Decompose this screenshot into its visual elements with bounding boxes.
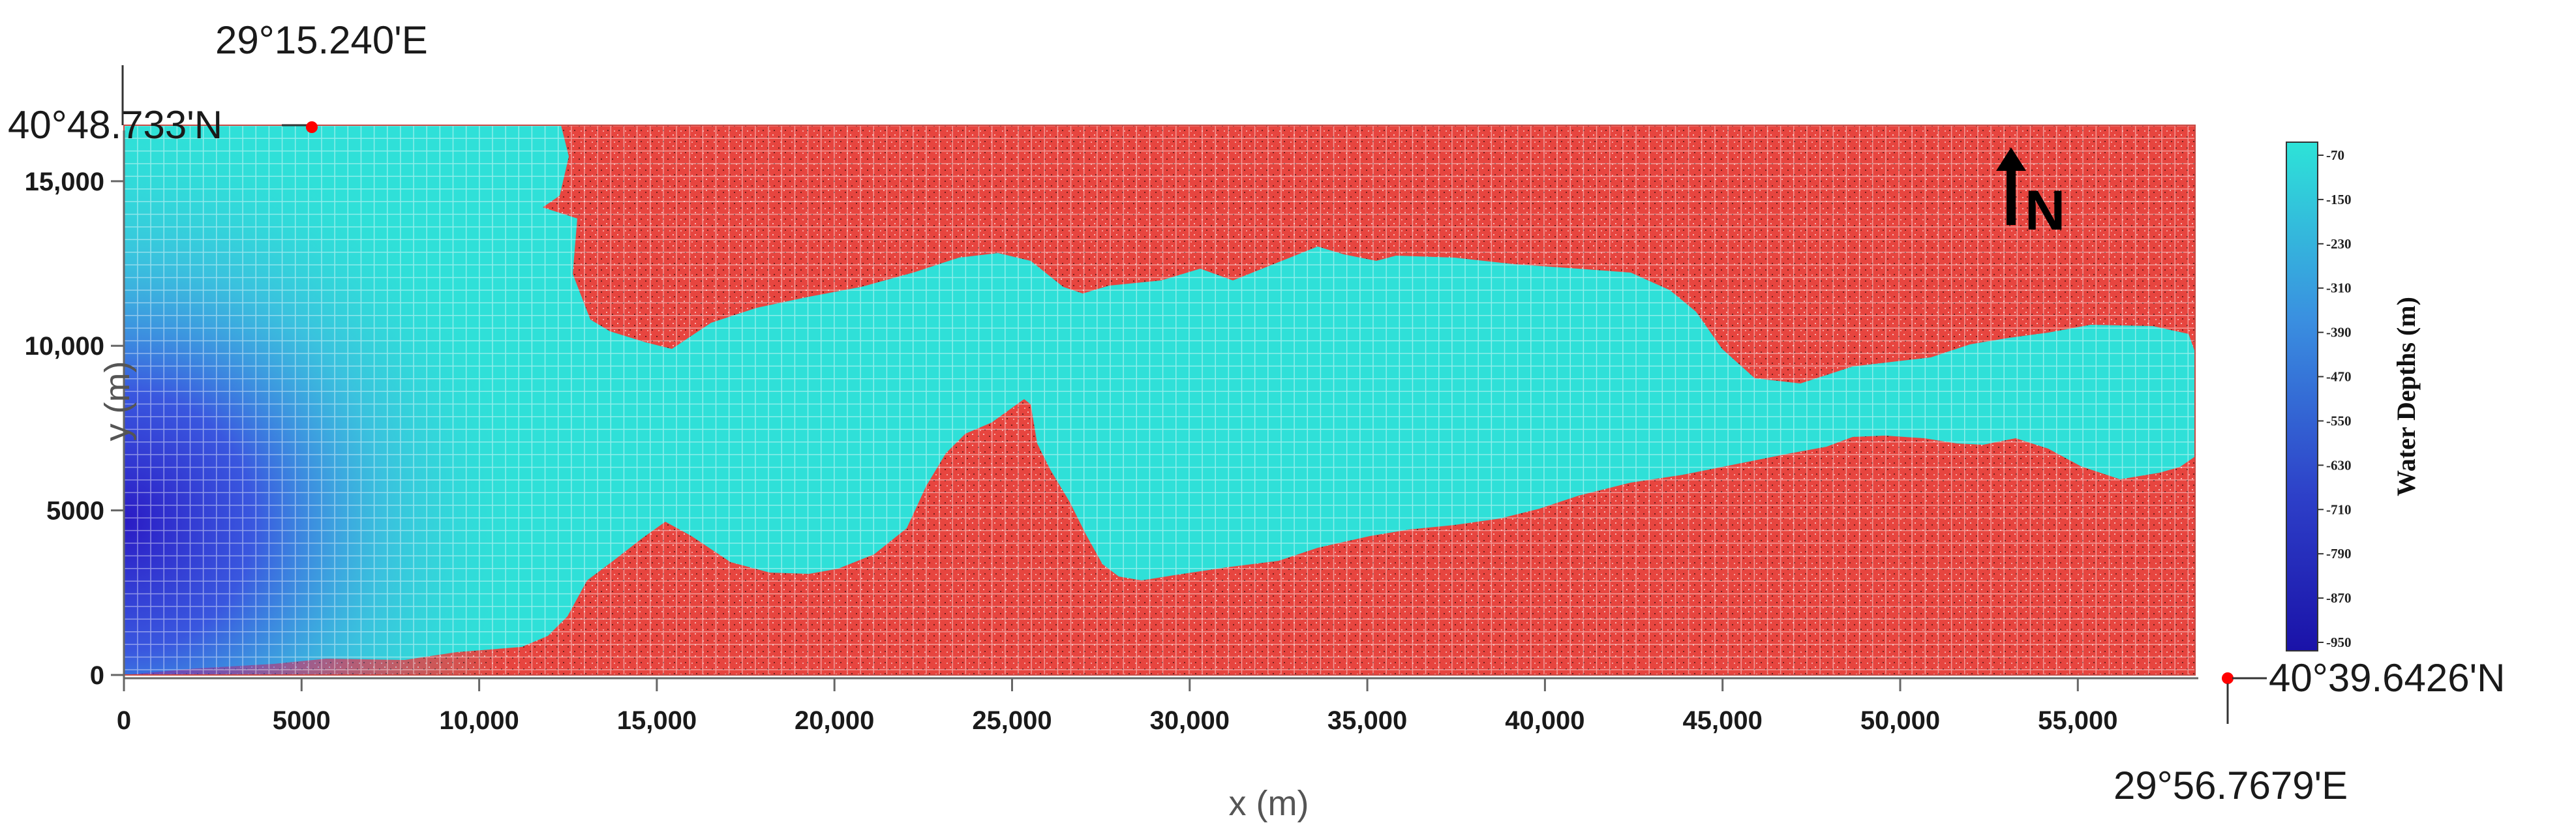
colorbar-title: Water Depths (m) [2391,297,2421,496]
x-tick-label: 15,000 [617,706,697,735]
colorbar-tick-label: -230 [2326,236,2352,252]
x-tick-label: 10,000 [439,706,519,735]
bottom-right-latitude: 40°39.6426'N [2269,656,2505,700]
bathymetry-plot [124,125,2195,675]
x-tick-label: 55,000 [2038,706,2117,735]
north-label: N [2025,179,2065,242]
colorbar-tick-label: -310 [2326,280,2352,296]
y-axis-label: y (m) [98,361,137,441]
bottom-right-longitude: 29°56.7679'E [2114,764,2348,807]
y-axis-ticks: 0 5000 10,000 15,000 [25,168,124,690]
x-tick-label: 50,000 [1860,706,1940,735]
top-left-latitude: 40°48.733'N [8,103,222,147]
north-arrow: N [1996,147,2065,242]
colorbar-tick-label: -390 [2326,325,2352,340]
x-tick-label: 5000 [273,706,331,735]
x-tick-label: 45,000 [1683,706,1763,735]
top-left-longitude: 29°15.240'E [215,18,428,62]
colorbar: -70 -150 -230 -310 -390 -470 -550 -630 -710 -790 -… [2286,142,2421,651]
x-tick-label: 20,000 [795,706,874,735]
x-axis-label: x (m) [1229,784,1309,823]
colorbar-ticks: -70 -150 -230 -310 -390 -470 -550 -630 -710 -790 -… [2318,147,2352,650]
colorbar-tick-label: -150 [2326,192,2352,207]
colorbar-tick-label: -470 [2326,369,2352,385]
x-tick-label: 35,000 [1327,706,1407,735]
y-tick-label: 15,000 [25,168,104,196]
bottom-right-corner-marker [2222,672,2234,684]
colorbar-tick-label: -870 [2326,590,2352,606]
x-tick-label: 40,000 [1505,706,1584,735]
x-tick-label: 30,000 [1150,706,1230,735]
top-left-corner-marker [306,121,318,133]
x-tick-label: 0 [117,706,131,735]
y-tick-label: 5000 [46,497,104,526]
y-tick-label: 10,000 [25,332,104,361]
x-tick-label: 25,000 [972,706,1052,735]
x-axis-ticks: 0 5000 10,000 15,000 20,000 25,000 30,000 35,00… [117,678,2117,735]
model-grid [124,125,2195,675]
colorbar-tick-label: -710 [2326,501,2352,517]
y-tick-label: 0 [90,661,104,690]
colorbar-tick-label: -550 [2326,413,2352,428]
north-arrow-head-icon [1996,147,2026,171]
colorbar-tick-label: -70 [2326,147,2344,163]
colorbar-tick-label: -950 [2326,635,2352,650]
colorbar-tick-label: -790 [2326,546,2352,561]
colorbar-tick-label: -630 [2326,457,2352,473]
colorbar-ramp [2286,142,2318,651]
